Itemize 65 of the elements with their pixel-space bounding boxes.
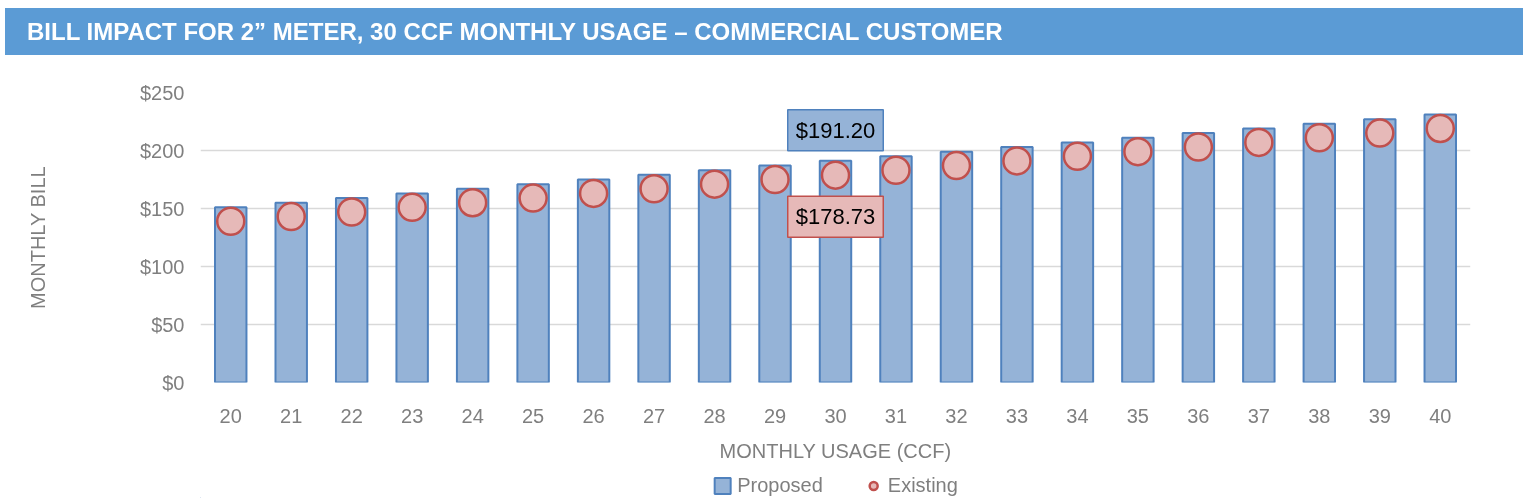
bar xyxy=(1000,146,1034,383)
x-tick-label: 34 xyxy=(1066,404,1089,427)
point xyxy=(518,183,548,213)
point xyxy=(881,155,911,185)
x-tick-label: 21 xyxy=(280,404,303,427)
point xyxy=(578,178,609,209)
y-tick-label: $200 xyxy=(140,139,185,162)
point xyxy=(1123,136,1153,167)
point xyxy=(1304,123,1335,153)
x-tick-label: 36 xyxy=(1187,404,1210,427)
x-tick-label: 23 xyxy=(401,404,424,427)
point xyxy=(699,169,730,199)
x-tick-label: 26 xyxy=(582,404,605,427)
point xyxy=(215,206,246,236)
bar xyxy=(939,150,974,383)
point xyxy=(1244,127,1274,158)
y-tick-label: $150 xyxy=(140,197,185,220)
x-tick-label: 22 xyxy=(340,404,363,427)
x-tick-label: 30 xyxy=(824,404,847,427)
bar xyxy=(1181,132,1216,383)
y-axis-title: MONTHLY BILL xyxy=(27,166,50,309)
x-tick-label: 38 xyxy=(1308,404,1331,427)
point xyxy=(1183,132,1214,162)
data-label: $178.73 xyxy=(795,204,876,230)
point xyxy=(1062,141,1093,172)
x-tick-label: 25 xyxy=(522,404,545,427)
x-tick-label: 32 xyxy=(945,404,968,427)
point xyxy=(1425,113,1456,144)
x-axis-title: MONTHLY USAGE (CCF) xyxy=(719,439,952,462)
x-tick-label: 40 xyxy=(1429,404,1452,427)
bar xyxy=(1060,141,1095,383)
x-tick-label: 33 xyxy=(1005,404,1029,427)
legend-label: Existing xyxy=(887,473,958,497)
legend-label: Proposed xyxy=(737,473,823,497)
y-tick-label: $250 xyxy=(140,81,185,104)
bar xyxy=(1363,118,1397,383)
bar xyxy=(1423,113,1457,383)
x-tick-label: 31 xyxy=(884,404,908,427)
point xyxy=(820,160,851,190)
x-tick-label: 39 xyxy=(1368,404,1391,427)
bar xyxy=(637,173,671,383)
point xyxy=(336,197,367,227)
y-tick-label: $0 xyxy=(162,371,185,394)
point xyxy=(1002,146,1032,176)
x-tick-label: 35 xyxy=(1126,404,1150,427)
point xyxy=(397,192,427,223)
point xyxy=(941,150,972,181)
x-tick-label: 27 xyxy=(642,404,666,427)
x-tick-label: 37 xyxy=(1247,404,1270,427)
y-tick-label: $100 xyxy=(140,255,185,278)
y-tick-label: $50 xyxy=(151,313,185,336)
bar xyxy=(1121,136,1155,383)
bar xyxy=(1242,127,1276,383)
point xyxy=(457,187,488,218)
x-tick-label: 20 xyxy=(219,404,242,427)
x-tick-label: 28 xyxy=(703,404,726,427)
point xyxy=(276,201,306,232)
point xyxy=(760,164,790,195)
point xyxy=(1365,118,1395,148)
point xyxy=(639,174,669,204)
x-tick-label: 29 xyxy=(763,404,787,427)
data-label: $191.20 xyxy=(795,117,876,143)
chart-title: BILL IMPACT FOR 2” METER, 30 CCF MONTHLY USAGE – COMMERCIAL CUSTOMER xyxy=(27,17,1003,47)
x-tick-label: 24 xyxy=(461,404,484,427)
bar xyxy=(1302,122,1337,383)
